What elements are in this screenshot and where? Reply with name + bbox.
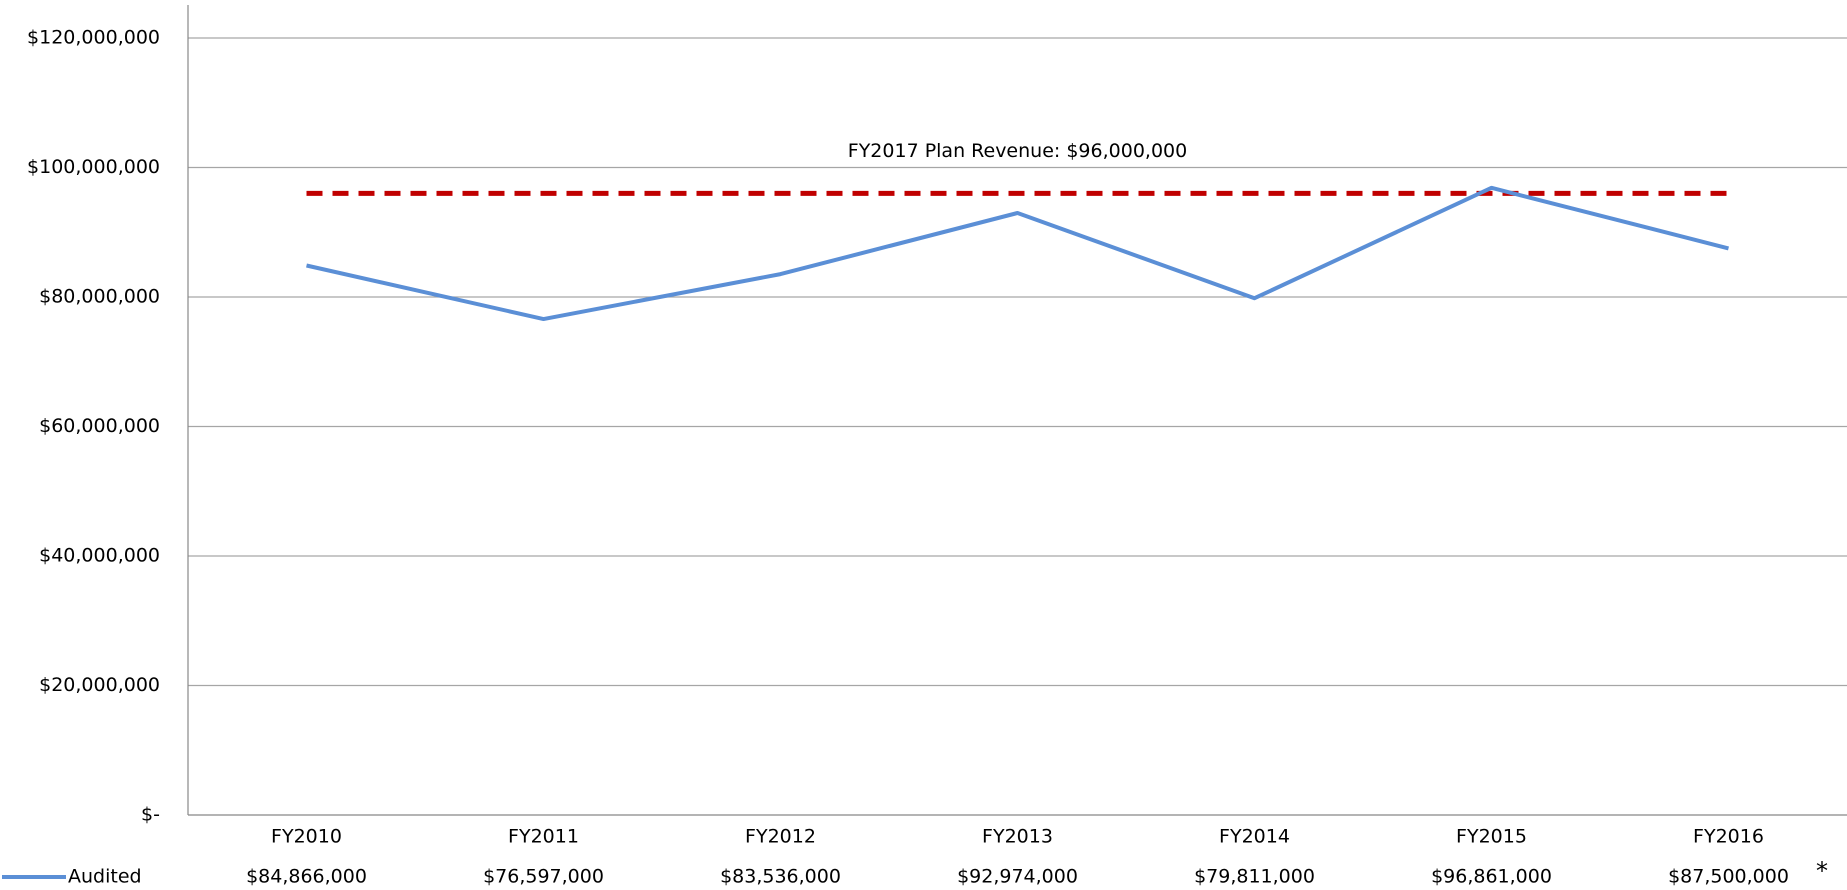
y-tick-label: $40,000,000 bbox=[39, 545, 160, 567]
x-tick-label: FY2014 bbox=[1219, 826, 1290, 848]
data-table-value: $76,597,000 bbox=[483, 866, 604, 888]
data-table-value: $79,811,000 bbox=[1194, 866, 1315, 888]
reference-label: FY2017 Plan Revenue: $96,000,000 bbox=[848, 140, 1187, 162]
y-tick-label: $80,000,000 bbox=[39, 286, 160, 308]
y-tick-label: $100,000,000 bbox=[27, 156, 160, 178]
y-tick-label: $- bbox=[141, 804, 160, 826]
data-table-value: $87,500,000 bbox=[1668, 866, 1789, 888]
series-line bbox=[306, 185, 1729, 322]
y-tick-label: $120,000,000 bbox=[27, 27, 160, 49]
data-table-value: $96,861,000 bbox=[1431, 866, 1552, 888]
x-tick-label: FY2015 bbox=[1456, 826, 1527, 848]
legend-label: Audited bbox=[68, 866, 142, 888]
footnote-marker: * bbox=[1816, 857, 1828, 885]
y-tick-label: $60,000,000 bbox=[39, 415, 160, 437]
x-tick-label: FY2011 bbox=[508, 826, 579, 848]
x-tick-label: FY2012 bbox=[745, 826, 816, 848]
x-tick-label: FY2010 bbox=[271, 826, 342, 848]
data-table-value: $92,974,000 bbox=[957, 866, 1078, 888]
x-tick-label: FY2013 bbox=[982, 826, 1053, 848]
data-table-value: $83,536,000 bbox=[720, 866, 841, 888]
y-tick-label: $20,000,000 bbox=[39, 674, 160, 696]
data-table-value: $84,866,000 bbox=[246, 866, 367, 888]
x-tick-label: FY2016 bbox=[1693, 826, 1764, 848]
